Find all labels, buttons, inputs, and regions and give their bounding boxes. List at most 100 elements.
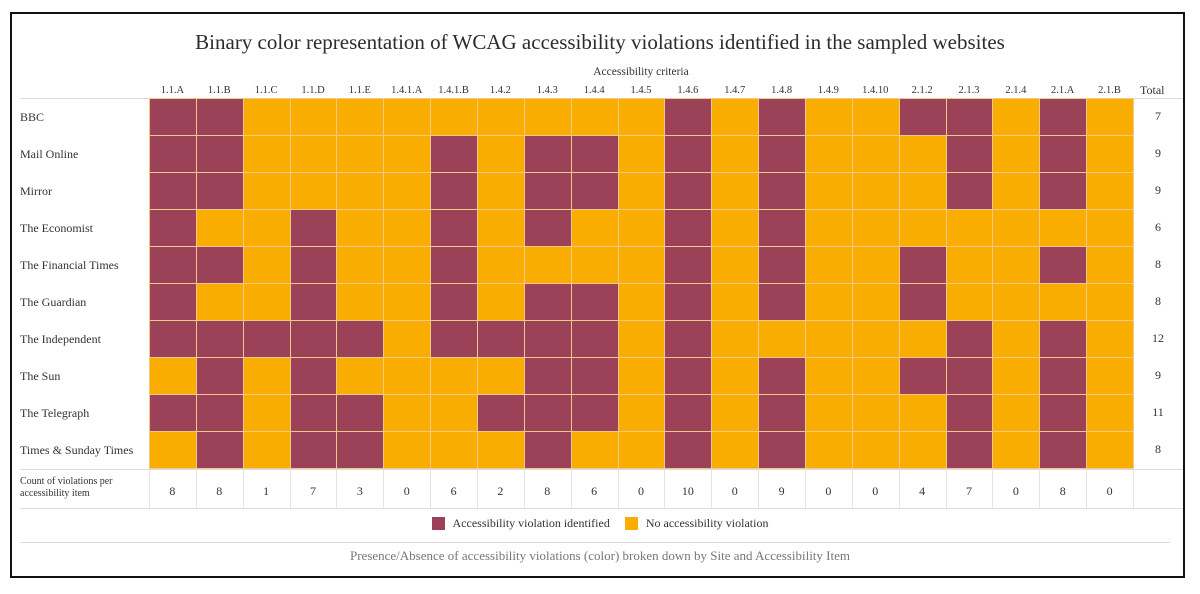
heatmap-cell <box>149 98 197 136</box>
column-count: 8 <box>169 484 176 498</box>
heatmap-cell <box>477 283 525 321</box>
heatmap-cell <box>430 357 478 395</box>
heatmap-cell <box>242 357 291 395</box>
count-divider <box>523 469 525 509</box>
heatmap-cell <box>570 357 619 395</box>
column-count: 10 <box>681 484 694 498</box>
count-divider <box>1086 469 1088 509</box>
heatmap-cell <box>1086 246 1134 284</box>
heatmap-cell <box>336 357 385 395</box>
row-label: The Telegraph <box>20 406 90 420</box>
heatmap-cell <box>617 283 666 321</box>
heatmap-cell <box>758 172 806 210</box>
heatmap-cell <box>570 320 619 358</box>
heatmap-cell <box>617 209 666 247</box>
heatmap-cell <box>992 357 1041 395</box>
heatmap-cell <box>711 98 760 136</box>
heatmap-cell <box>289 98 338 136</box>
heatmap-cell <box>336 431 385 469</box>
heatmap-cell <box>477 357 525 395</box>
heatmap-cell <box>617 172 666 210</box>
column-label: 2.1.4 <box>1005 85 1027 96</box>
count-divider <box>289 469 291 509</box>
heatmap-cell <box>289 320 338 358</box>
heatmap-cell <box>195 283 244 321</box>
heatmap-cell <box>898 320 947 358</box>
heatmap-cell <box>242 283 291 321</box>
column-label: 2.1.2 <box>911 85 933 96</box>
heatmap-cell <box>195 172 244 210</box>
row-label: The Financial Times <box>20 258 119 272</box>
column-label: 1.4.4 <box>583 85 605 96</box>
heatmap-cell <box>617 357 666 395</box>
heatmap-cell <box>149 135 197 173</box>
column-label: 1.4.7 <box>724 85 746 96</box>
column-label: 1.4.3 <box>536 85 558 96</box>
column-count: 7 <box>309 484 316 498</box>
column-count: 1 <box>263 484 270 498</box>
heatmap-cell <box>945 246 994 284</box>
heatmap-cell <box>149 283 197 321</box>
heatmap-cell <box>149 357 197 395</box>
heatmap-cell <box>805 357 853 395</box>
heatmap-cell <box>945 394 994 432</box>
row-total: 8 <box>1155 442 1161 456</box>
heatmap-cell <box>898 172 947 210</box>
heatmap-cell <box>758 135 806 173</box>
count-divider <box>711 469 713 509</box>
column-label: 1.4.8 <box>771 85 793 96</box>
heatmap-cell <box>523 135 572 173</box>
heatmap-cell <box>898 98 947 136</box>
heatmap-cell <box>758 394 806 432</box>
heatmap-cell <box>477 431 525 469</box>
column-label: 2.1.A <box>1051 85 1075 96</box>
heatmap-cell <box>383 283 432 321</box>
heatmap-cell <box>383 394 432 432</box>
heatmap-cell <box>992 431 1041 469</box>
count-divider <box>570 469 572 509</box>
heatmap-cell <box>898 283 947 321</box>
count-divider <box>195 469 197 509</box>
legend-label-no-violation: No accessibility violation <box>645 516 769 530</box>
column-count: 8 <box>1059 484 1066 498</box>
heatmap-cell <box>1086 135 1134 173</box>
heatmap-cell <box>570 135 619 173</box>
heatmap-cell <box>242 320 291 358</box>
heatmap-cell <box>523 98 572 136</box>
heatmap-cell <box>1039 283 1088 321</box>
heatmap-cell <box>945 135 994 173</box>
column-label: 2.1.3 <box>958 85 980 96</box>
count-divider <box>992 469 994 509</box>
heatmap-cell <box>805 283 853 321</box>
heatmap-cell <box>336 320 385 358</box>
column-count-row-label: Count of violations per accessibility it… <box>20 476 113 499</box>
heatmap-cell <box>383 172 432 210</box>
legend-swatch-no-violation <box>624 517 638 530</box>
heatmap-cell <box>945 431 994 469</box>
column-count: 8 <box>216 484 223 498</box>
heatmap-cell <box>477 394 525 432</box>
heatmap-cell <box>851 172 900 210</box>
count-divider <box>805 469 806 509</box>
heatmap-cell <box>523 283 572 321</box>
heatmap-cell <box>758 431 806 469</box>
heatmap-cell <box>945 320 994 358</box>
heatmap-cell <box>945 172 994 210</box>
heatmap-cell <box>383 431 432 469</box>
heatmap-cell <box>1086 209 1134 247</box>
heatmap-cell <box>992 394 1041 432</box>
row-label: BBC <box>20 110 45 124</box>
heatmap-cell <box>336 394 385 432</box>
heatmap-cell <box>711 431 760 469</box>
heatmap-cell <box>1086 172 1134 210</box>
row-label: The Guardian <box>20 295 87 309</box>
heatmap-cell <box>945 357 994 395</box>
heatmap-cell <box>664 209 713 247</box>
heatmap-cell <box>195 246 244 284</box>
heatmap-cell <box>758 320 806 358</box>
heatmap-cell <box>570 246 619 284</box>
heatmap-cell <box>242 135 291 173</box>
heatmap-cell <box>477 320 525 358</box>
heatmap-cell <box>289 209 338 247</box>
count-divider <box>336 469 338 509</box>
